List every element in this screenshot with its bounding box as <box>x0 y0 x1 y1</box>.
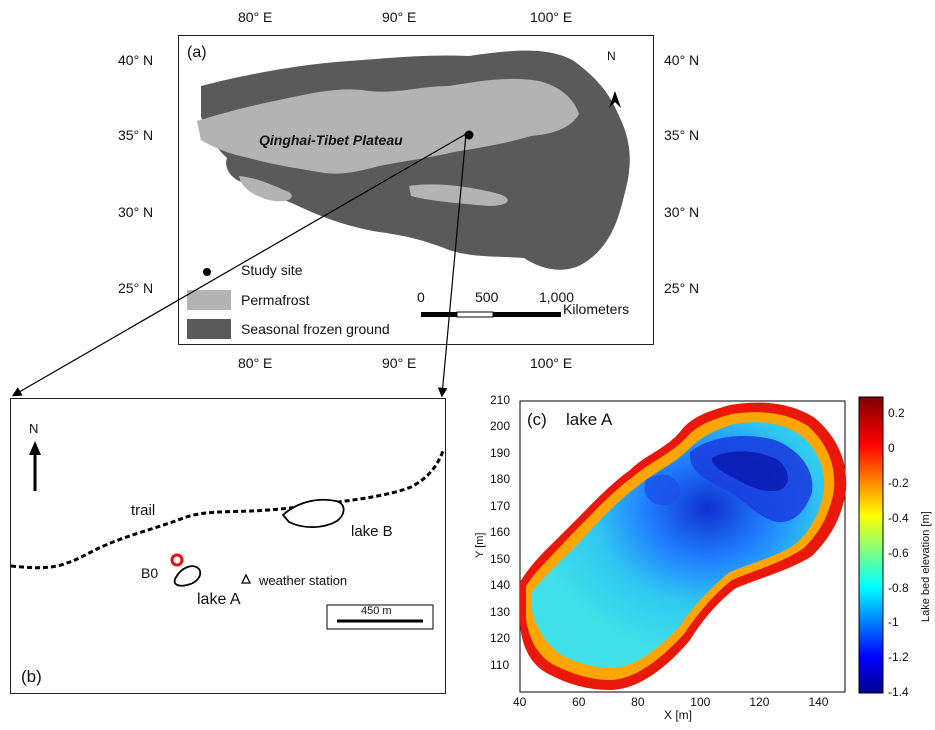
y-tick-200: 200 <box>490 419 511 434</box>
lake-b-label: lake B <box>351 523 393 540</box>
lon-tick-bottom-80: 80° E <box>238 355 273 371</box>
colorbar-tick-4: -0.6 <box>888 545 909 560</box>
lat-tick-left-25: 25° N <box>118 280 154 296</box>
lat-tick-right-25: 25° N <box>664 280 700 296</box>
legend-permafrost: Permafrost <box>241 292 310 308</box>
connector-line-right <box>437 133 467 398</box>
x-tick-60: 60 <box>572 695 586 709</box>
permafrost-patch-2 <box>409 184 508 206</box>
lon-tick-top-90: 90° E <box>382 9 417 25</box>
y-tick-190: 190 <box>490 445 511 460</box>
colorbar-tick-1: 0 <box>888 441 895 456</box>
b0-marker <box>170 553 184 567</box>
legend-seasonal-swatch <box>187 319 231 339</box>
colorbar-tick-5: -0.8 <box>888 580 909 595</box>
lake-a-label: lake A <box>197 591 241 608</box>
x-tick-120: 120 <box>749 695 770 709</box>
region-label: Qinghai-Tibet Plateau <box>259 132 403 148</box>
lon-tick-bottom-90: 90° E <box>382 355 417 371</box>
trail-path <box>11 450 445 570</box>
y-tick-110: 110 <box>490 657 510 672</box>
colorbar-label: Lake bed elevation [m] <box>920 511 932 622</box>
panel-c-title: lake A <box>566 410 613 429</box>
panel-c-label: (c) <box>527 410 547 429</box>
colorbar-tick-2: -0.2 <box>888 476 909 491</box>
study-site-marker <box>464 130 474 140</box>
lat-tick-right-30: 30° N <box>664 204 700 220</box>
scale-bar-b-frame <box>326 604 434 630</box>
lat-tick-left-40: 40° N <box>118 52 154 68</box>
panel-c-ylabel: Y [m] <box>474 532 486 558</box>
lon-tick-top-100: 100° E <box>530 9 573 25</box>
north-arrow-b-head <box>29 441 41 455</box>
panel-a-label: (a) <box>187 44 207 61</box>
legend-study-site: Study site <box>241 262 303 278</box>
y-tick-180: 180 <box>490 472 511 487</box>
lat-tick-left-30: 30° N <box>118 204 154 220</box>
colorbar-tick-7: -1.2 <box>888 650 909 665</box>
lat-tick-left-35: 35° N <box>118 127 154 143</box>
lat-tick-right-35: 35° N <box>664 127 700 143</box>
connector-line-left <box>11 133 467 397</box>
panel-b-label: (b) <box>21 667 42 686</box>
scale-tick-0: 0 <box>417 289 425 305</box>
y-tick-140: 140 <box>490 578 511 593</box>
panel-a-overview-map: (a) Qinghai-Tibet Plateau N Study site P… <box>178 35 654 345</box>
scale-bar-b-label: 450 m <box>361 605 392 617</box>
panel-b-site-map: N trail lake B B0 weather station lake A… <box>10 398 446 694</box>
y-tick-170: 170 <box>490 498 511 513</box>
site-map-svg <box>11 441 445 630</box>
x-tick-40: 40 <box>513 695 527 709</box>
y-tick-120: 120 <box>490 631 511 646</box>
colorbar-tick-3: -0.4 <box>888 510 909 525</box>
x-tick-140: 140 <box>808 695 829 709</box>
north-label-b: N <box>29 421 39 436</box>
lake-b-outline <box>281 498 345 529</box>
y-tick-160: 160 <box>490 525 511 540</box>
colorbar-tick-6: -1 <box>888 615 899 630</box>
north-arrow-a <box>609 91 621 108</box>
lon-tick-top-80: 80° E <box>238 9 273 25</box>
scale-unit: Kilometers <box>563 301 630 317</box>
legend-seasonal: Seasonal frozen ground <box>241 321 390 337</box>
b0-label: B0 <box>141 565 159 581</box>
x-tick-80: 80 <box>631 695 645 709</box>
colorbar-tick-8: -1.4 <box>888 685 909 699</box>
legend-permafrost-swatch <box>187 290 231 310</box>
colorbar-tick-0: 0.2 <box>888 406 905 421</box>
colorbar <box>858 396 884 694</box>
lake-a-outline <box>173 565 202 587</box>
y-tick-130: 130 <box>490 604 511 619</box>
y-tick-150: 150 <box>490 551 511 566</box>
plateau-map-svg <box>187 50 630 339</box>
permafrost-patch <box>239 176 292 202</box>
weather-station-label: weather station <box>259 573 348 588</box>
legend-study-site-dot <box>203 268 211 276</box>
trail-label: trail <box>131 502 156 519</box>
permafrost-area <box>197 78 579 174</box>
lon-tick-bottom-100: 100° E <box>530 355 573 371</box>
lake-a-deepest-zone <box>712 451 789 492</box>
scale-tick-1000: 1,000 <box>539 289 575 305</box>
scale-bar <box>421 311 561 318</box>
weather-station-icon <box>240 573 252 584</box>
y-tick-210: 210 <box>490 393 511 407</box>
x-tick-100: 100 <box>690 695 711 709</box>
north-label-a: N <box>607 49 616 63</box>
scale-tick-500: 500 <box>475 289 499 305</box>
lat-tick-right-40: 40° N <box>664 52 700 68</box>
lake-a-deep-west <box>644 474 681 506</box>
panel-c-xlabel: X [m] <box>664 708 693 722</box>
